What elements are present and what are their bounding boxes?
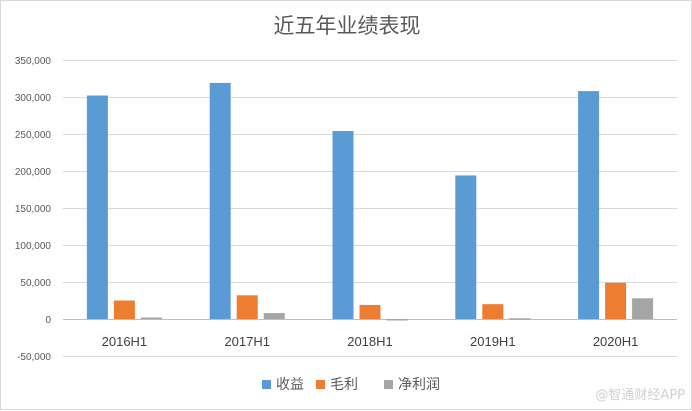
- x-axis-category-labels: 2016H1 2017H1 2018H1 2019H1 2020H1: [102, 334, 639, 349]
- y-tick-label: 50,000: [20, 278, 51, 289]
- y-tick-label: -50,000: [17, 352, 51, 363]
- bar-毛利-2020H1: [605, 282, 627, 319]
- chart-title: 近五年业绩表现: [274, 14, 421, 38]
- legend-swatch: [384, 380, 393, 389]
- bar-收益-2020H1: [578, 91, 600, 319]
- y-axis-tick-labels: 350,000 300,000 250,000 200,000 150,000 100,0…: [15, 56, 52, 363]
- y-tick-label: 350,000: [15, 56, 52, 67]
- gridlines: [63, 60, 677, 357]
- bar-毛利-2017H1: [236, 295, 258, 319]
- legend-label: 净利润: [398, 377, 440, 393]
- bar-毛利-2019H1: [482, 304, 504, 319]
- y-tick-label: 250,000: [15, 130, 52, 141]
- y-tick-label: 300,000: [15, 93, 52, 104]
- bar-收益-2018H1: [332, 131, 354, 319]
- y-tick-label: 0: [45, 315, 51, 326]
- category-label: 2018H1: [347, 334, 393, 349]
- bar-收益-2016H1: [86, 95, 108, 320]
- y-tick-label: 150,000: [15, 204, 52, 215]
- bar-毛利-2016H1: [113, 300, 135, 319]
- category-label: 2020H1: [593, 334, 639, 349]
- legend: 收益 毛利 净利润: [262, 377, 440, 393]
- category-label: 2017H1: [224, 334, 270, 349]
- bar-净利润-2017H1: [263, 313, 285, 319]
- y-tick-label: 100,000: [15, 241, 52, 252]
- bar-毛利-2018H1: [359, 304, 381, 319]
- legend-swatch: [262, 380, 271, 389]
- legend-swatch: [316, 380, 325, 389]
- bar-收益-2019H1: [455, 175, 477, 319]
- bars: [86, 82, 654, 321]
- legend-label: 收益: [276, 377, 304, 393]
- watermark: @智通财经APP: [595, 388, 685, 403]
- y-tick-label: 200,000: [15, 167, 52, 178]
- legend-label: 毛利: [330, 377, 358, 393]
- bar-净利润-2020H1: [632, 298, 654, 319]
- bar-收益-2017H1: [209, 82, 231, 319]
- category-label: 2016H1: [102, 334, 148, 349]
- category-label: 2019H1: [470, 334, 516, 349]
- bar-净利润-2016H1: [140, 317, 162, 320]
- bar-净利润-2019H1: [509, 318, 531, 320]
- bar-净利润-2018H1: [386, 319, 408, 321]
